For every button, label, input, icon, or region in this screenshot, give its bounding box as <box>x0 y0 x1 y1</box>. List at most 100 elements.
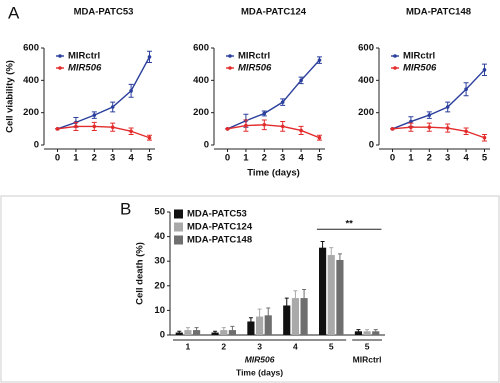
legend-label: MIR506 <box>68 63 102 74</box>
y-tick-label: 20 <box>154 280 165 291</box>
point <box>74 124 78 129</box>
point <box>427 125 432 130</box>
x-tick-label: 4 <box>298 153 304 164</box>
y-tick-label: 400 <box>358 75 374 86</box>
x-tick-label: 0 <box>55 153 60 164</box>
error-bar <box>177 330 182 334</box>
line <box>57 56 151 130</box>
legend-swatch <box>174 235 183 245</box>
point <box>427 113 432 117</box>
error-bar <box>213 330 218 334</box>
point <box>55 127 60 131</box>
x-tick-label: 2 <box>92 153 97 164</box>
x-tick-label: 5 <box>317 153 323 164</box>
line <box>392 126 485 139</box>
x-tick-label: 4 <box>128 153 134 164</box>
panel-label: B <box>120 199 131 218</box>
point <box>262 111 267 116</box>
x-axis-label: Time (days) <box>247 168 300 179</box>
point <box>445 126 450 130</box>
panel-frame <box>0 195 500 383</box>
legend-label: MDA-PATC124 <box>187 222 253 233</box>
point <box>317 58 322 62</box>
legend-label: MIRctrl <box>238 51 270 62</box>
point <box>445 105 450 109</box>
x-tick-label: 1 <box>408 153 414 164</box>
x-tick-label: 3 <box>110 153 115 164</box>
bar <box>264 315 272 335</box>
panel-label: A <box>8 3 20 22</box>
legend-marker <box>393 66 397 70</box>
legend-label: MIRctrl <box>403 51 435 62</box>
x-tick-label: 2 <box>262 153 267 164</box>
error-bar <box>257 308 262 324</box>
error-bar <box>329 247 334 263</box>
chart-title: MDA-PATC124 <box>241 7 307 18</box>
point <box>147 55 152 59</box>
error-bar <box>284 297 289 313</box>
bar <box>283 305 291 335</box>
y-tick-label: 600 <box>358 43 374 54</box>
x-tick-label: 2 <box>427 153 432 164</box>
bar <box>354 331 362 335</box>
legend-label: MIR506 <box>403 63 437 74</box>
bar <box>256 316 264 335</box>
y-tick-label: 600 <box>23 43 39 54</box>
x-tick-label: 1 <box>186 341 191 351</box>
point <box>317 135 322 140</box>
y-axis-label: Cell death (%) <box>135 242 146 305</box>
error-bar <box>221 327 226 333</box>
point <box>129 129 133 134</box>
point <box>225 127 230 131</box>
legend-label: MIRctrl <box>68 51 100 62</box>
point <box>464 87 468 92</box>
point <box>110 125 115 130</box>
y-tick-label: 50 <box>154 207 165 218</box>
y-tick-label: 200 <box>358 107 374 118</box>
point <box>409 119 413 124</box>
legend-marker <box>58 66 62 70</box>
line <box>227 124 320 139</box>
legend-marker <box>393 54 397 58</box>
group-label: MIR506 <box>245 354 275 364</box>
x-axis-label: Time (days) <box>236 367 283 377</box>
y-tick-label: 0 <box>369 140 374 151</box>
x-tick-label: 5 <box>365 341 370 351</box>
x-tick-label: 5 <box>482 153 488 164</box>
error-bar <box>230 325 235 334</box>
bar <box>327 255 335 335</box>
point <box>482 68 487 72</box>
point <box>92 113 97 117</box>
point <box>244 123 248 128</box>
bar <box>300 298 308 335</box>
x-tick-label: 3 <box>280 153 285 164</box>
point <box>92 124 97 129</box>
x-tick-label: 1 <box>243 153 249 164</box>
legend-marker <box>228 54 232 58</box>
error-bar <box>266 307 271 323</box>
bar <box>211 332 219 335</box>
error-bar <box>356 329 361 334</box>
y-tick-label: 600 <box>193 43 209 54</box>
legend-swatch <box>174 209 183 219</box>
error-bar <box>365 329 370 334</box>
x-tick-label: 4 <box>463 153 469 164</box>
bar <box>336 259 344 335</box>
error-bar <box>293 290 298 306</box>
group-label: MIRctrl <box>353 354 382 364</box>
legend-label: MIR506 <box>238 63 272 74</box>
y-axis-label: Cell viability (%) <box>5 60 16 133</box>
x-tick-label: 0 <box>225 153 230 164</box>
bar <box>175 332 183 335</box>
x-tick-label: 3 <box>257 341 262 351</box>
legend-swatch <box>174 222 183 232</box>
bar <box>291 298 299 335</box>
point <box>409 125 413 130</box>
significance-label: ** <box>345 219 353 230</box>
point <box>482 135 487 140</box>
point <box>299 78 303 83</box>
y-tick-label: 10 <box>154 305 165 316</box>
chart-title: MDA-PATC53 <box>74 7 134 18</box>
